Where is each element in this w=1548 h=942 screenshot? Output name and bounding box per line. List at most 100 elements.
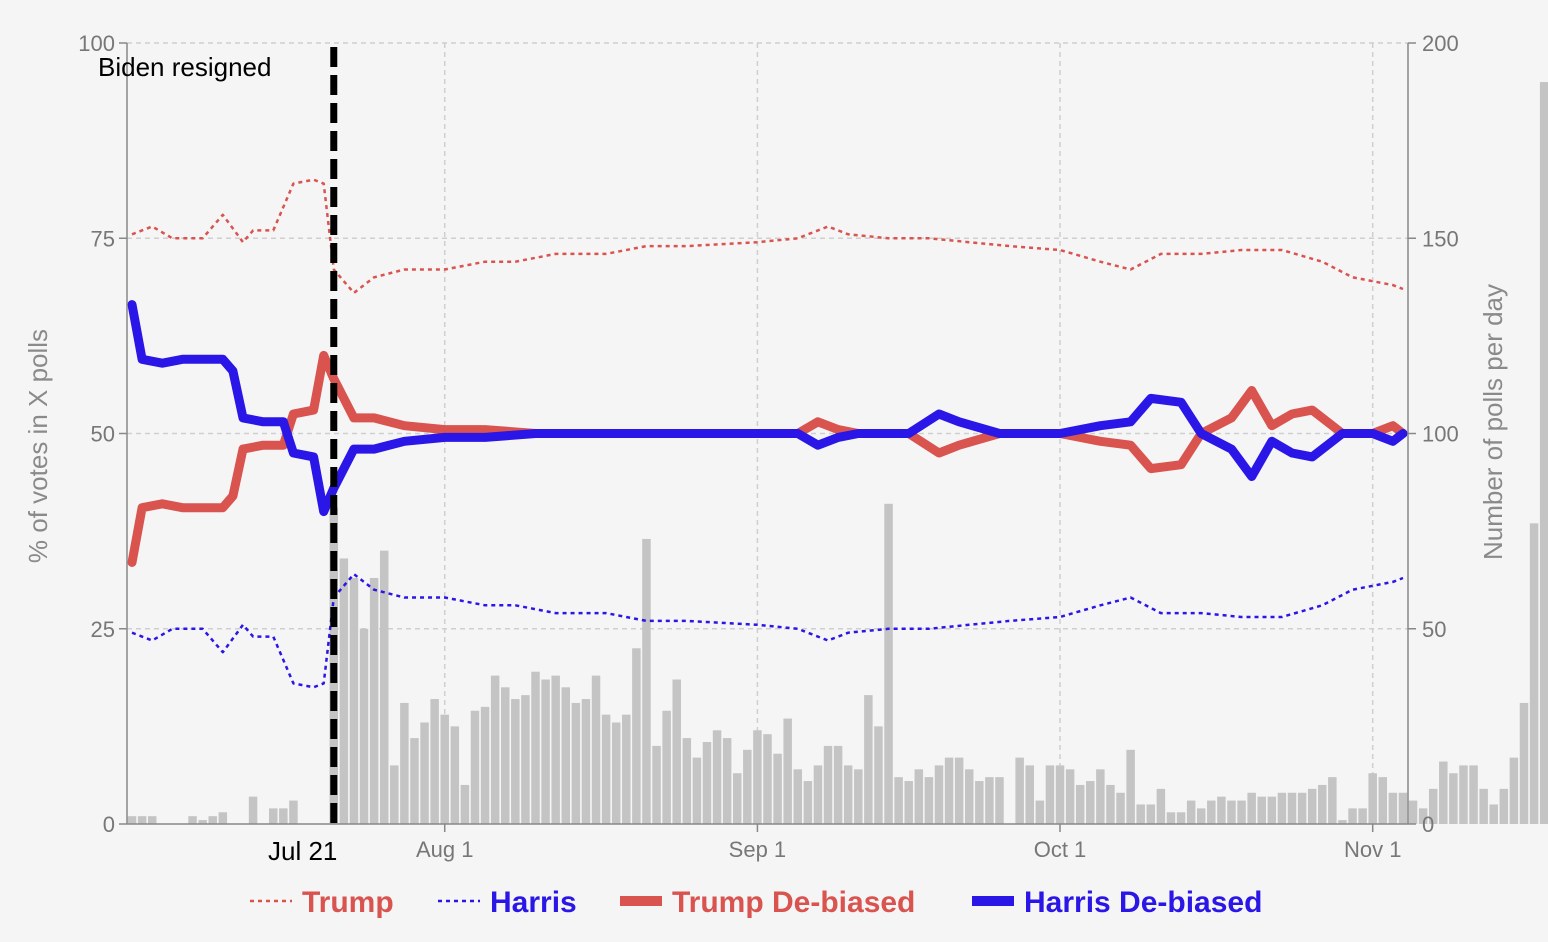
y-axis-title: % of votes in X polls <box>23 329 53 563</box>
poll-count-bar <box>884 503 893 824</box>
poll-count-bar <box>793 769 803 824</box>
poll-count-bar <box>894 777 903 824</box>
poll-count-bar <box>1499 788 1509 824</box>
poll-count-bar <box>904 781 913 824</box>
y-tick-label: 75 <box>91 226 115 251</box>
annotation-date-label: Jul 21 <box>268 836 337 866</box>
series-trump <box>131 178 1404 295</box>
poll-count-bar <box>1398 792 1408 824</box>
poll-count-bar <box>208 816 217 824</box>
poll-count-bar <box>1055 765 1065 824</box>
poll-count-bar <box>1469 765 1478 824</box>
y2-tick-label: 100 <box>1422 422 1459 447</box>
poll-count-bar <box>1509 757 1519 824</box>
poll-count-bar <box>581 699 591 824</box>
poll-count-bar <box>1176 812 1186 824</box>
poll-count-bar <box>1247 792 1256 824</box>
poll-count-bar <box>712 730 722 824</box>
poll-count-bar <box>1418 808 1428 824</box>
poll-count-bar <box>1358 808 1367 824</box>
poll-count-bar <box>1015 757 1024 824</box>
poll-count-bar <box>652 745 661 824</box>
poll-count-bar <box>1227 800 1236 824</box>
poll-count-bar <box>1368 773 1377 824</box>
poll-count-bar <box>732 773 742 824</box>
y-tick-label: 25 <box>91 617 115 642</box>
y2-tick-label: 50 <box>1422 617 1446 642</box>
poll-count-bar <box>833 745 843 824</box>
poll-count-bar <box>1378 777 1388 824</box>
poll-count-bar <box>1307 788 1317 824</box>
poll-count-bar <box>954 757 964 824</box>
legend-label: Harris De-biased <box>1024 886 1262 919</box>
poll-count-bar <box>813 765 823 824</box>
poll-count-bar <box>188 816 197 824</box>
poll-count-bar <box>1075 784 1085 824</box>
poll-count-bar <box>460 784 470 824</box>
poll-count-bar <box>1489 804 1498 824</box>
poll-count-bar <box>1318 784 1327 824</box>
poll-count-bar <box>1106 784 1115 824</box>
series-trump-de-biased <box>127 350 1408 567</box>
poll-count-bar <box>783 718 792 824</box>
poll-count-bar <box>349 577 359 824</box>
poll-count-bar <box>874 726 883 824</box>
poll-count-bar <box>1136 804 1145 824</box>
y2-tick-label: 0 <box>1422 812 1434 837</box>
poll-count-bar <box>1217 796 1226 824</box>
poll-count-bar <box>753 730 762 824</box>
series-harris-de-biased <box>127 300 1408 517</box>
poll-count-bar <box>551 675 560 824</box>
y2-axis-title: Number of polls per day <box>1478 284 1508 560</box>
poll-count-bar <box>480 706 490 824</box>
poll-count-bar <box>1186 800 1196 824</box>
poll-count-bar <box>501 687 510 824</box>
poll-count-bar <box>1096 769 1105 824</box>
poll-count-bar <box>440 714 449 824</box>
poll-count-bar <box>1146 804 1156 824</box>
poll-count-bar <box>803 781 813 824</box>
poll-count-bar <box>490 675 500 824</box>
poll-count-bar <box>279 808 288 824</box>
poll-count-bar <box>843 765 853 824</box>
poll-count-bar <box>1449 773 1458 824</box>
poll-count-bar <box>218 812 228 824</box>
poll-count-bar <box>1035 800 1045 824</box>
poll-count-bar <box>692 757 702 824</box>
legend-label: Harris <box>490 886 577 919</box>
poll-count-bar <box>521 695 530 824</box>
poll-count-bar <box>642 538 651 824</box>
poll-count-bar <box>591 675 601 824</box>
y-tick-label: 0 <box>103 812 115 837</box>
poll-count-bar <box>1519 702 1529 824</box>
poll-count-bar <box>450 726 460 824</box>
poll-count-bar <box>924 777 934 824</box>
poll-count-bar <box>1297 792 1307 824</box>
poll-count-bar <box>1126 749 1135 824</box>
poll-count-bar <box>1539 82 1548 825</box>
poll-count-bar <box>743 749 752 824</box>
poll-count-bar <box>571 702 581 824</box>
y2-tick-label: 150 <box>1422 226 1459 251</box>
poll-count-bar <box>1479 788 1488 824</box>
poll-count-bar <box>1045 765 1055 824</box>
poll-count-bar <box>1166 812 1176 824</box>
annotation: Biden resigned Jul 21 <box>98 47 337 866</box>
poll-count-bar <box>1257 796 1266 824</box>
poll-count-bar <box>1267 796 1277 824</box>
poll-count-bar <box>611 722 621 824</box>
poll-count-bar <box>763 734 772 824</box>
poll-count-bar <box>1086 781 1095 824</box>
poll-count-bar <box>1237 800 1246 824</box>
poll-count-bar <box>1156 788 1166 824</box>
poll-count-bar <box>1065 769 1075 824</box>
poll-count-bar <box>1277 792 1287 824</box>
poll-count-bar <box>137 816 147 824</box>
poll-count-bar <box>339 558 349 824</box>
poll-count-bar <box>944 757 954 824</box>
poll-count-bar <box>934 765 944 824</box>
poll-count-bar <box>601 714 611 824</box>
poll-count-bar <box>531 671 540 824</box>
legend-label: Trump De-biased <box>672 886 915 919</box>
